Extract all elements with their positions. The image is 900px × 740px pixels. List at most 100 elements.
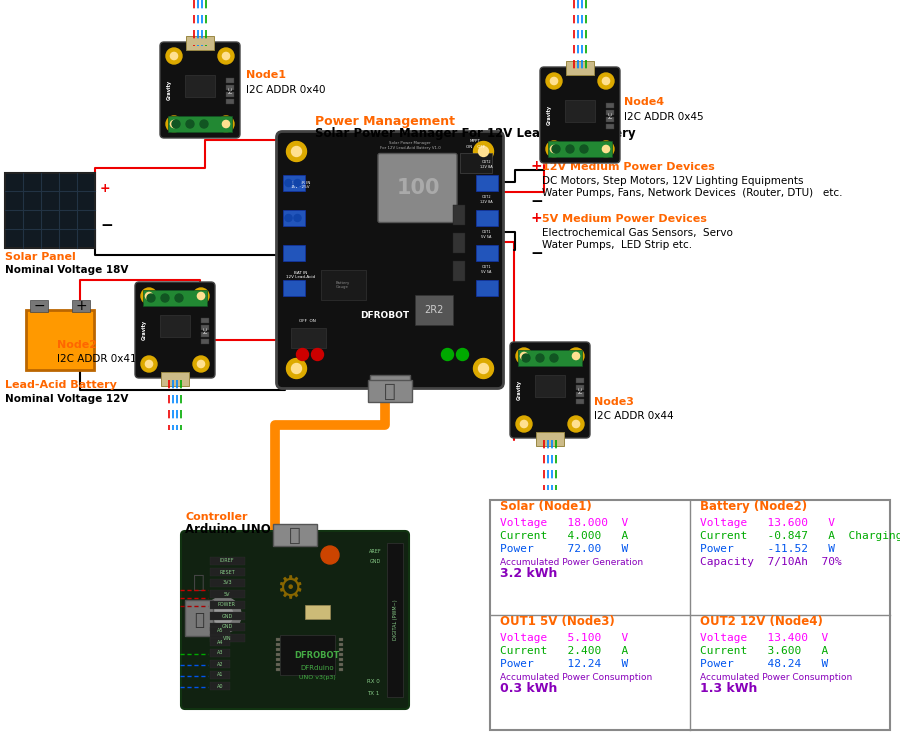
Bar (210, 623, 245, 631)
Bar (30, 300, 48, 312)
Text: GND: GND (221, 625, 232, 630)
Bar (536, 432, 564, 446)
Circle shape (213, 605, 233, 625)
Circle shape (197, 360, 204, 368)
Bar (339, 648, 343, 651)
Bar (276, 648, 280, 651)
Text: DC Motors, Step Motors, 12V Lighting Equipments: DC Motors, Step Motors, 12V Lighting Equ… (542, 176, 804, 186)
Text: ⚿: ⚿ (289, 525, 301, 545)
Bar (201, 339, 209, 344)
Text: 2R2: 2R2 (424, 305, 444, 315)
Text: Gravity: Gravity (166, 80, 172, 100)
Text: BAT IN
12V Lead-Acid: BAT IN 12V Lead-Acid (286, 271, 315, 279)
Circle shape (520, 352, 527, 360)
Text: A1: A1 (217, 673, 223, 678)
Bar (283, 210, 304, 226)
Bar (475, 175, 498, 191)
Circle shape (602, 145, 609, 152)
Bar (185, 600, 213, 636)
Text: A0: A0 (217, 684, 223, 688)
Bar (143, 290, 207, 306)
Bar (415, 295, 453, 325)
Text: ⚙: ⚙ (276, 576, 303, 605)
Text: Accumulated Power Consumption: Accumulated Power Consumption (700, 673, 852, 682)
Bar (210, 590, 245, 598)
FancyBboxPatch shape (135, 282, 215, 378)
Text: RX 0: RX 0 (366, 679, 380, 684)
Text: I2C ADDR 0x45: I2C ADDR 0x45 (624, 112, 704, 122)
Circle shape (197, 292, 204, 300)
Bar (475, 245, 498, 261)
Bar (201, 318, 209, 323)
Bar (210, 612, 245, 620)
Circle shape (522, 354, 530, 362)
Bar (535, 375, 565, 397)
Text: Current   2.400   A: Current 2.400 A (500, 646, 628, 656)
Text: +: + (76, 299, 86, 313)
Text: OUT1 5V (Node3): OUT1 5V (Node3) (500, 615, 615, 628)
Text: A2: A2 (217, 662, 223, 667)
Circle shape (166, 48, 182, 64)
Text: Voltage   18.000  V: Voltage 18.000 V (500, 518, 628, 528)
Bar (226, 92, 234, 97)
Text: TX 1: TX 1 (367, 691, 379, 696)
Circle shape (205, 597, 241, 633)
Bar (576, 385, 584, 390)
Circle shape (442, 349, 454, 360)
Circle shape (222, 121, 230, 127)
Bar (210, 557, 245, 565)
Text: Power     -11.52   W: Power -11.52 W (700, 544, 835, 554)
Circle shape (456, 349, 469, 360)
Bar (210, 568, 245, 576)
Bar (565, 100, 595, 122)
Bar (339, 643, 343, 646)
Bar (276, 638, 280, 641)
Circle shape (568, 348, 584, 364)
Circle shape (166, 116, 182, 132)
Circle shape (218, 48, 234, 64)
Text: I²C: I²C (579, 386, 583, 394)
Circle shape (546, 141, 562, 157)
Text: Gravity: Gravity (517, 380, 521, 400)
FancyBboxPatch shape (510, 342, 590, 438)
Text: ON    OFF: ON OFF (466, 144, 485, 149)
Text: SOLAR IN
15V~25V: SOLAR IN 15V~25V (291, 181, 310, 189)
Bar (370, 374, 410, 392)
Text: 0.3 kWh: 0.3 kWh (500, 682, 557, 695)
Circle shape (602, 78, 609, 84)
Bar (210, 627, 230, 635)
Bar (490, 500, 890, 730)
Text: GND: GND (369, 559, 381, 564)
Text: +: + (530, 211, 542, 225)
Text: Power     72.00   W: Power 72.00 W (500, 544, 628, 554)
Text: Voltage   13.400  V: Voltage 13.400 V (700, 633, 828, 643)
Bar (291, 328, 326, 348)
Text: UNO v3(p3): UNO v3(p3) (299, 676, 336, 681)
Bar (576, 399, 584, 404)
Text: I²C: I²C (203, 326, 209, 334)
FancyBboxPatch shape (160, 42, 240, 138)
Circle shape (536, 354, 544, 362)
Circle shape (292, 363, 302, 374)
Bar (460, 152, 491, 172)
Circle shape (473, 141, 493, 161)
Circle shape (170, 121, 177, 127)
Text: A4: A4 (217, 639, 223, 645)
Text: Electrochemical Gas Sensors,  Servo: Electrochemical Gas Sensors, Servo (542, 228, 733, 238)
Circle shape (147, 294, 155, 302)
Text: OUT2
12V 8A: OUT2 12V 8A (481, 161, 493, 169)
Bar (210, 649, 230, 657)
Circle shape (146, 360, 153, 368)
Text: POWER: POWER (218, 602, 236, 608)
Bar (276, 643, 280, 646)
Circle shape (552, 145, 560, 153)
Bar (606, 103, 614, 108)
Circle shape (572, 420, 580, 428)
Text: OFF  ON: OFF ON (299, 320, 316, 323)
Bar (276, 653, 280, 656)
Text: RESET: RESET (219, 570, 235, 574)
Circle shape (546, 73, 562, 89)
Bar (210, 638, 230, 646)
Bar (5, 172, 95, 247)
Bar (161, 372, 189, 386)
